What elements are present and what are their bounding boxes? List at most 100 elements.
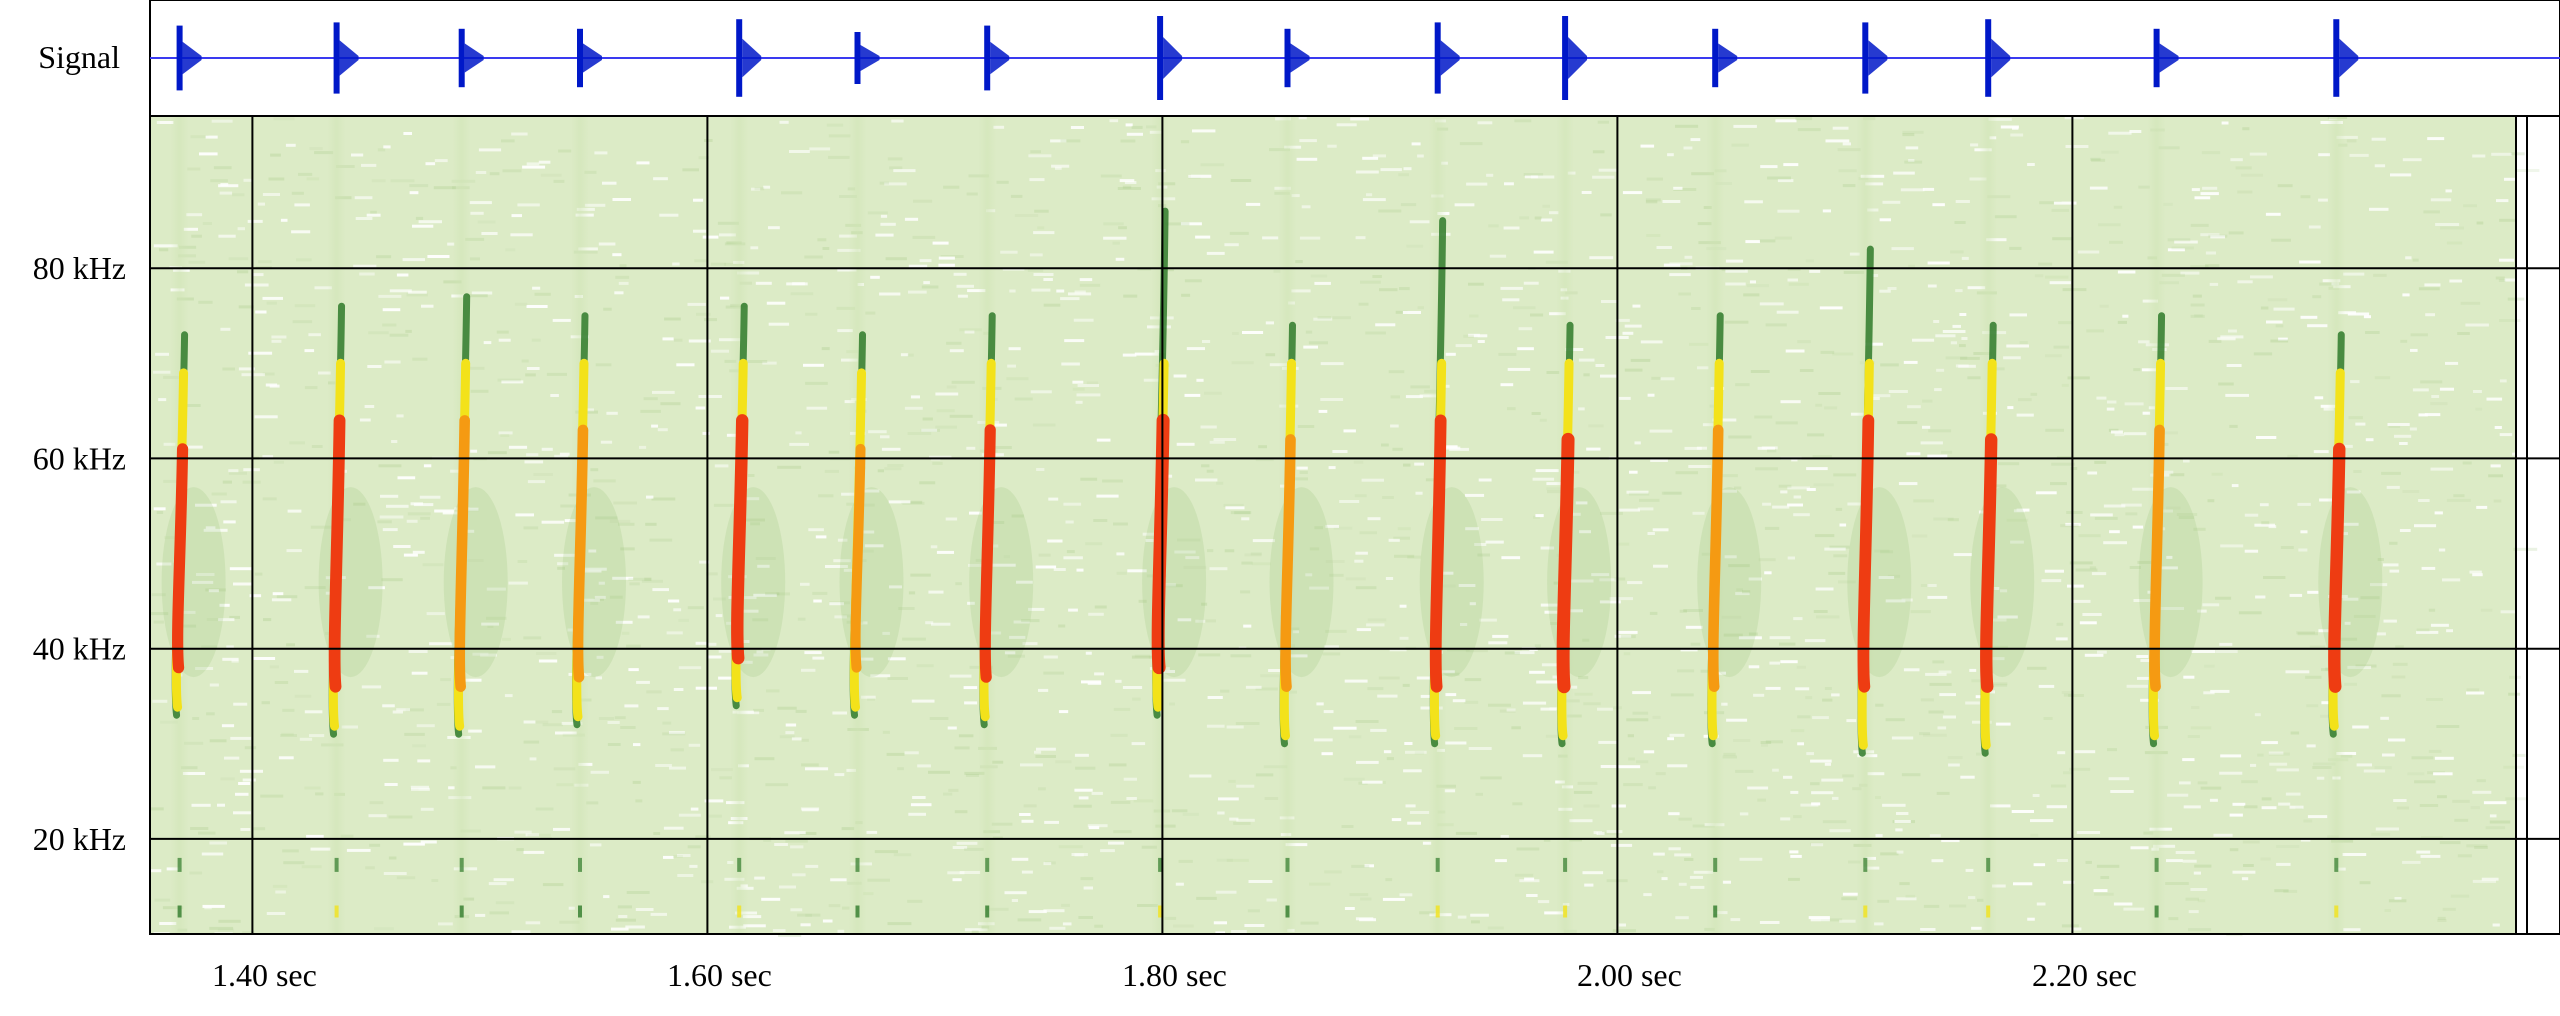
noise-speckle (187, 167, 201, 171)
noise-speckle (1868, 394, 1891, 398)
noise-speckle (2242, 127, 2250, 131)
noise-speckle (1182, 812, 1199, 816)
noise-speckle (1465, 493, 1485, 497)
noise-speckle (919, 259, 932, 263)
noise-speckle (2142, 411, 2151, 415)
noise-speckle (2209, 282, 2219, 286)
noise-speckle (629, 582, 640, 586)
noise-speckle (2056, 623, 2064, 626)
noise-speckle (1372, 154, 1386, 158)
noise-speckle (2312, 295, 2322, 299)
noise-speckle (889, 585, 902, 589)
noise-speckle (752, 618, 769, 622)
noise-speckle (2159, 431, 2178, 435)
noise-speckle (613, 501, 637, 505)
call-low-mark (1713, 905, 1718, 918)
noise-speckle (611, 927, 629, 931)
noise-speckle (829, 602, 844, 606)
noise-speckle (1674, 853, 1692, 857)
noise-speckle (694, 259, 708, 263)
noise-speckle (555, 731, 577, 735)
noise-speckle (254, 415, 278, 419)
noise-speckle (2098, 223, 2121, 227)
noise-speckle (1867, 772, 1885, 776)
noise-speckle (2200, 786, 2222, 790)
noise-speckle (698, 395, 722, 398)
noise-speckle (2430, 198, 2452, 202)
noise-speckle (620, 726, 636, 729)
noise-speckle (2416, 630, 2439, 634)
noise-speckle (1514, 651, 1535, 655)
noise-speckle (1842, 774, 1854, 778)
noise-speckle (1901, 598, 1913, 602)
noise-speckle (410, 787, 430, 791)
noise-speckle (949, 349, 964, 353)
noise-speckle (2193, 871, 2201, 875)
noise-speckle (1748, 577, 1762, 581)
noise-speckle (412, 550, 425, 554)
noise-speckle (1229, 817, 1239, 821)
noise-speckle (2388, 425, 2401, 428)
noise-speckle (1196, 896, 1217, 900)
noise-speckle (1622, 331, 1634, 335)
noise-speckle (553, 827, 571, 831)
noise-speckle (1468, 747, 1492, 750)
waveform-burst-12 (1712, 28, 1738, 88)
noise-speckle (488, 882, 507, 886)
noise-speckle (2089, 186, 2108, 190)
noise-speckle (2512, 753, 2526, 757)
noise-speckle (2076, 831, 2101, 834)
noise-speckle (510, 233, 533, 237)
noise-speckle (1388, 370, 1405, 374)
noise-speckle (1643, 750, 1655, 754)
noise-speckle (496, 330, 509, 334)
noise-speckle (1043, 303, 1061, 307)
noise-speckle (2426, 698, 2443, 701)
noise-speckle (826, 123, 844, 127)
noise-speckle (2309, 645, 2326, 649)
noise-speckle (1255, 458, 1274, 462)
noise-speckle (1667, 764, 1688, 768)
noise-speckle (1031, 288, 1051, 292)
noise-speckle (2205, 264, 2220, 268)
noise-speckle (2237, 280, 2253, 284)
noise-speckle (1400, 203, 1417, 207)
call-core (979, 424, 996, 683)
noise-speckle (912, 796, 926, 799)
noise-speckle (355, 217, 373, 220)
noise-speckle (1380, 168, 1402, 172)
noise-speckle (1513, 306, 1536, 310)
noise-speckle (364, 405, 375, 408)
noise-speckle (1162, 678, 1186, 682)
noise-speckle (744, 518, 765, 522)
waveform-burst-2 (333, 22, 359, 94)
noise-speckle (1791, 458, 1798, 462)
noise-speckle (410, 785, 429, 789)
noise-speckle (1367, 687, 1384, 691)
noise-speckle (1048, 497, 1059, 501)
noise-speckle (695, 686, 717, 690)
noise-speckle (707, 655, 722, 659)
noise-speckle (1231, 930, 1247, 933)
noise-speckle (2278, 802, 2291, 806)
noise-speckle (2289, 593, 2303, 597)
noise-speckle (834, 773, 845, 777)
noise-speckle (635, 908, 654, 911)
noise-speckle (1569, 819, 1593, 823)
noise-speckle (231, 659, 239, 663)
noise-speckle (2481, 877, 2499, 881)
noise-speckle (2132, 487, 2156, 491)
noise-speckle (1341, 825, 1354, 828)
noise-speckle (1775, 119, 1797, 123)
noise-speckle (1769, 636, 1791, 640)
noise-speckle (427, 255, 450, 258)
noise-speckle (1003, 555, 1010, 559)
noise-speckle (378, 294, 402, 298)
noise-speckle (751, 187, 761, 191)
noise-speckle (1589, 256, 1614, 260)
noise-speckle (560, 504, 580, 508)
noise-speckle (781, 191, 803, 195)
noise-speckle (1174, 550, 1196, 554)
noise-speckle (1994, 215, 2017, 219)
noise-speckle (1454, 203, 1475, 207)
